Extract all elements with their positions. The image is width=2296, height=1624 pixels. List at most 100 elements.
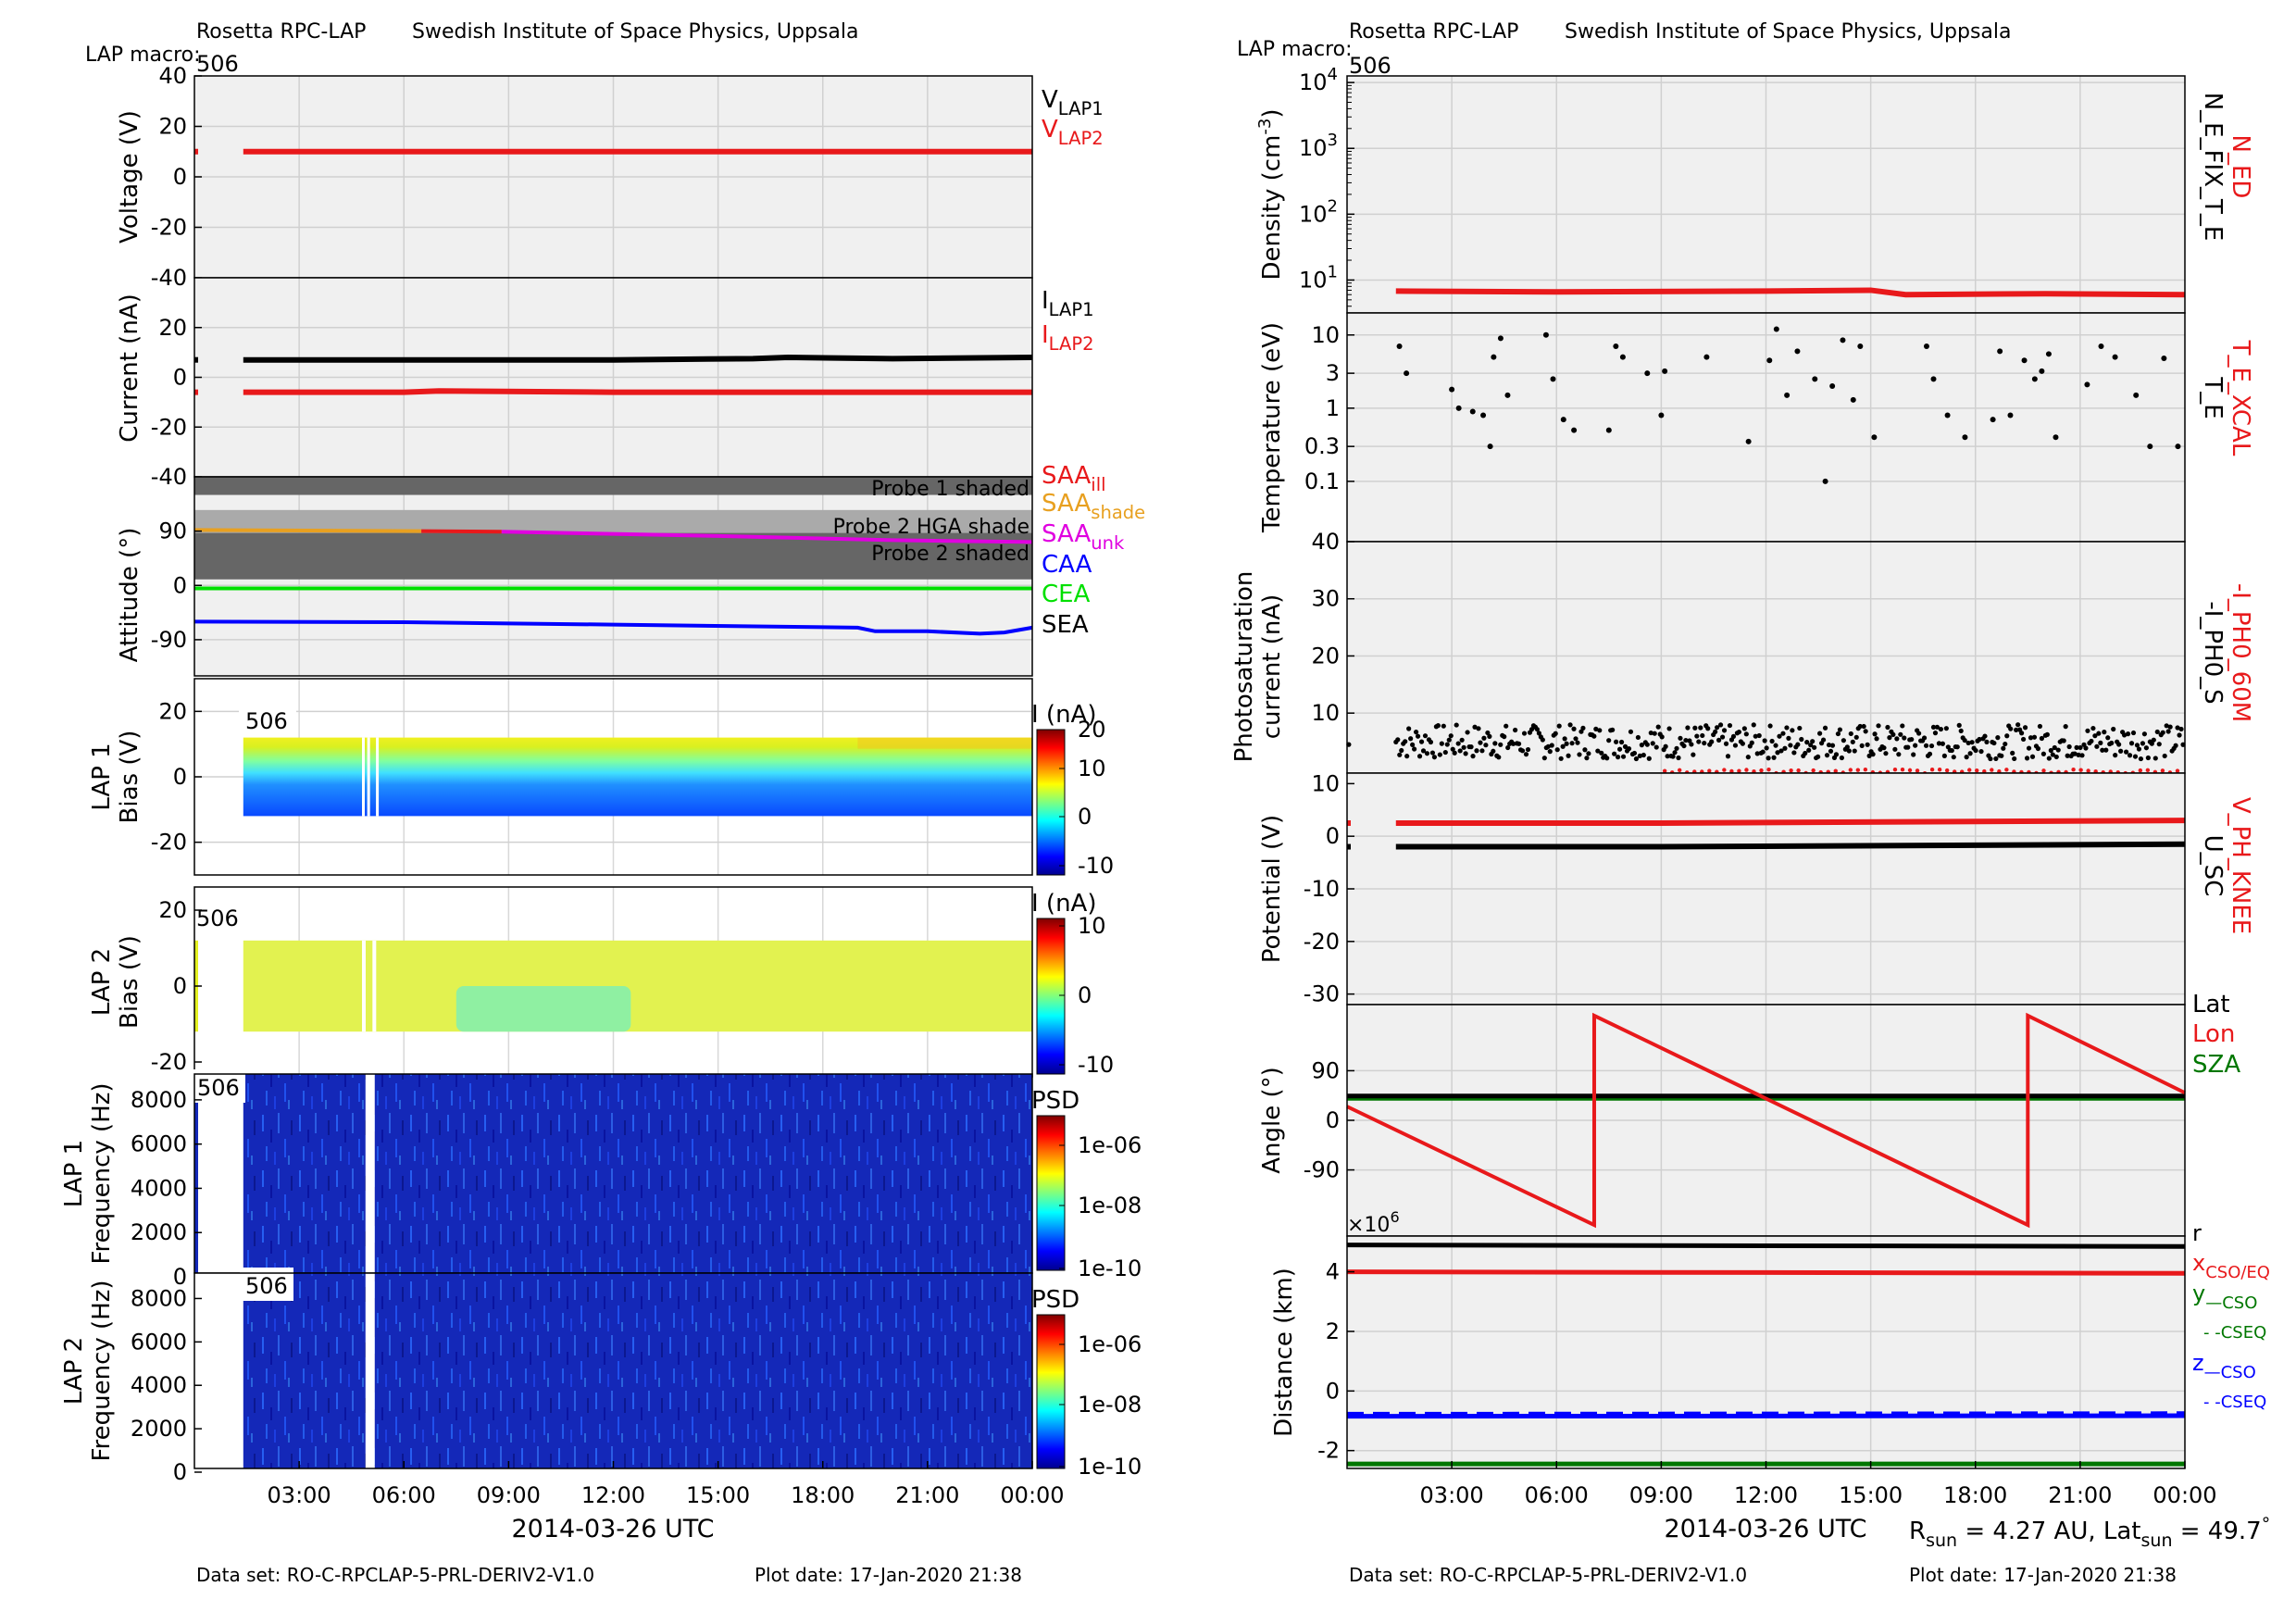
data-point <box>1871 434 1878 441</box>
y-tick-label: -20 <box>151 215 187 241</box>
colorbar-tick-label: 20 <box>1078 717 1106 743</box>
colorbar-tick-label: 0 <box>1078 804 1092 830</box>
series-saa-unk-line <box>501 530 1033 544</box>
data-point <box>1848 731 1853 737</box>
data-point <box>1737 768 1741 773</box>
data-point <box>1740 741 1745 746</box>
data-point <box>1474 748 1479 754</box>
data-point <box>1410 742 1416 747</box>
data-point <box>2026 745 2032 751</box>
data-point <box>2161 355 2167 361</box>
data-point <box>2109 740 2115 746</box>
tick-base: 10 <box>1299 267 1328 293</box>
data-point <box>1694 733 1700 739</box>
data-point <box>1717 722 1724 728</box>
institute-name: Swedish Institute of Space Physics, Upps… <box>1565 20 2011 44</box>
y-tick-label: 20 <box>158 897 187 923</box>
data-point <box>2151 737 2156 743</box>
data-point <box>1469 408 1476 415</box>
data-point <box>2162 753 2167 759</box>
data-point <box>2031 376 2038 382</box>
legend-base: V <box>1042 86 1058 114</box>
data-point <box>1817 731 1823 736</box>
data-point <box>1929 768 1935 772</box>
data-point <box>1797 725 1803 731</box>
data-point <box>1628 729 1634 734</box>
data-point <box>1756 732 1762 739</box>
y-tick-label: -2 <box>1317 1438 1340 1464</box>
data-point <box>1580 725 1586 731</box>
legend-base: SAA <box>1042 520 1091 548</box>
data-point <box>1900 768 1905 772</box>
legend-distance-5: - -CSEQ <box>2203 1393 2266 1412</box>
data-gap <box>362 940 366 1032</box>
data-point <box>1648 730 1653 736</box>
data-point <box>1999 753 2004 758</box>
legend-base: CAA <box>1042 551 1092 579</box>
data-point <box>1487 443 1493 450</box>
data-point <box>2094 743 2100 749</box>
data-point <box>1663 743 1668 749</box>
data-point <box>1719 734 1726 740</box>
data-point <box>1932 731 1939 736</box>
data-point <box>1497 335 1504 342</box>
legend-v-lap2: VLAP2 <box>1042 116 1104 149</box>
data-point <box>1975 768 1979 773</box>
data-point <box>1599 750 1604 756</box>
colorbar-tick-label: -10 <box>1078 1052 1114 1078</box>
data-point <box>1571 726 1577 731</box>
latsun-subscript: sun <box>2141 1530 2173 1551</box>
data-point <box>1566 753 1571 758</box>
data-point <box>1560 743 1566 749</box>
legend-base: I <box>1042 287 1049 315</box>
data-point <box>2003 741 2008 747</box>
data-point <box>1347 843 1351 850</box>
data-point <box>1784 392 1791 398</box>
y-tick-label: 4 <box>1326 1259 1340 1285</box>
heatmap-psd <box>243 1074 1033 1273</box>
data-point <box>1997 768 2002 774</box>
data-point <box>1412 746 1417 752</box>
data-point <box>2149 741 2154 746</box>
data-point <box>1896 752 1902 757</box>
data-point <box>1597 728 1603 733</box>
degree-symbol: ° <box>2262 1514 2271 1534</box>
data-point <box>2138 756 2144 762</box>
macro-label: LAP macro: <box>85 44 201 67</box>
data-point <box>1944 412 1951 418</box>
data-point <box>1876 723 1881 729</box>
vertical-legend-label: -I_PH0_S <box>2199 601 2227 704</box>
data-point <box>1859 743 1865 749</box>
y-tick-label: 40 <box>1311 529 1340 555</box>
data-point <box>1605 427 1612 433</box>
data-point <box>1523 752 1529 757</box>
data-point <box>1833 768 1838 773</box>
data-point <box>1941 753 1947 758</box>
y-tick-label: -40 <box>151 265 187 291</box>
data-point <box>1562 736 1567 742</box>
data-point <box>2020 736 2027 743</box>
y-tick-label: 20 <box>158 315 187 341</box>
data-point <box>1812 744 1817 750</box>
data-point <box>2044 731 2050 737</box>
data-point <box>1796 768 1801 773</box>
data-point <box>1457 748 1463 754</box>
data-point <box>1977 736 1982 743</box>
colorbar-title: I (nA) <box>1031 890 1096 918</box>
data-point <box>2024 756 2030 761</box>
data-point <box>1397 752 1403 757</box>
data-point <box>1984 739 1990 744</box>
vertical-legend-label: U_SC <box>2199 835 2227 897</box>
data-point <box>1560 417 1566 423</box>
plot-date: Plot date: 17-Jan-2020 21:38 <box>755 1564 1022 1586</box>
data-point <box>1795 742 1801 747</box>
data-point <box>2175 768 2180 773</box>
macro-value: 506 <box>1349 53 1391 79</box>
data-point <box>1461 744 1466 750</box>
y-tick-label: 30 <box>1311 586 1340 612</box>
data-point <box>1448 733 1454 739</box>
colorbar <box>1036 1314 1066 1469</box>
data-point <box>1828 748 1834 754</box>
